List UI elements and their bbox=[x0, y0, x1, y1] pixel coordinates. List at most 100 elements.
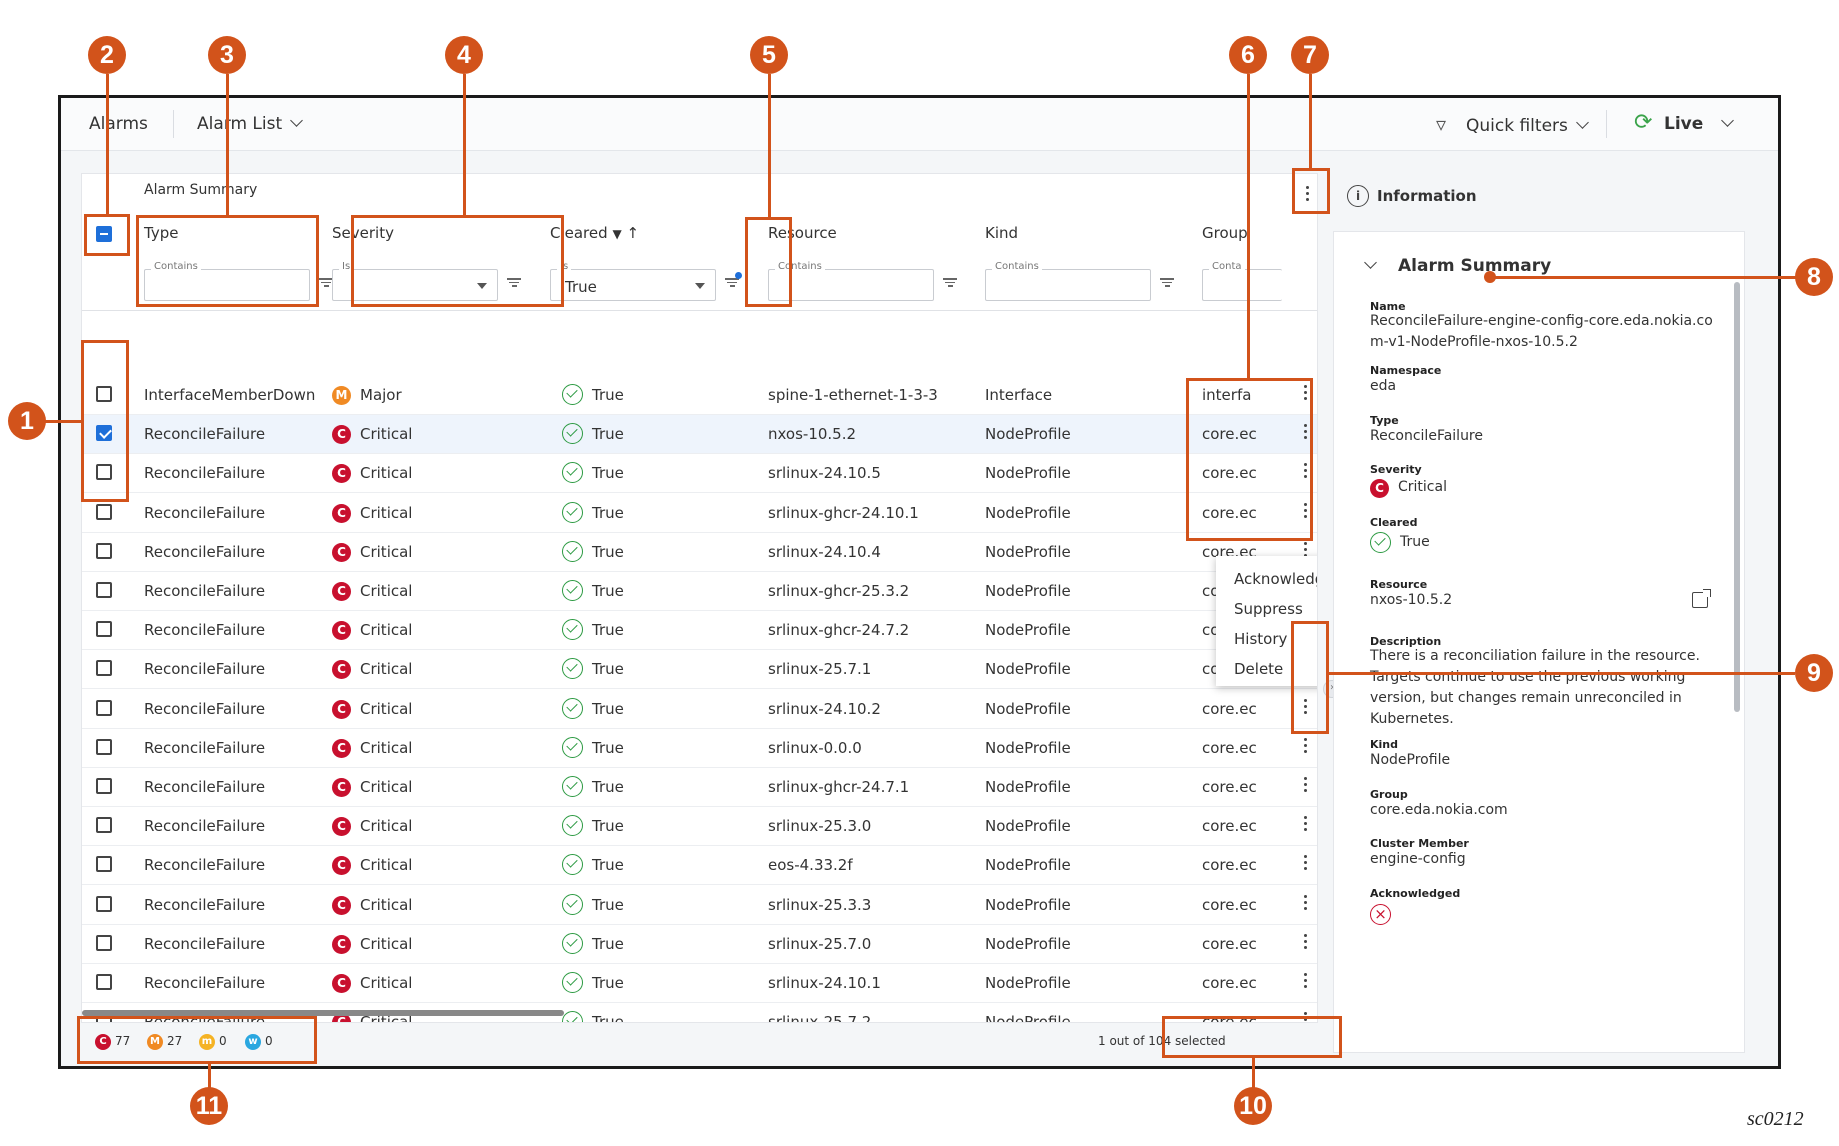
row-checkbox[interactable] bbox=[96, 542, 112, 559]
column-header-cleared[interactable]: Cleared ▼ ↑ bbox=[550, 224, 639, 242]
row-checkbox[interactable] bbox=[96, 817, 112, 834]
critical-severity-icon: C bbox=[332, 817, 351, 837]
check-circle-icon bbox=[562, 384, 583, 405]
row-actions-icon[interactable] bbox=[1304, 933, 1308, 952]
menu-item-suppress[interactable]: Suppress bbox=[1234, 600, 1303, 618]
live-toggle[interactable]: Live bbox=[1664, 114, 1704, 134]
row-actions-icon[interactable] bbox=[1304, 777, 1308, 795]
select-all-checkbox[interactable] bbox=[96, 226, 112, 242]
warning-badge-icon: w bbox=[245, 1034, 261, 1050]
table-row[interactable]: ReconcileFailure C Critical True srlinux-24.… bbox=[82, 690, 1317, 729]
cell-resource: eos-4.33.2f bbox=[768, 856, 853, 875]
row-actions-icon[interactable] bbox=[1304, 385, 1308, 403]
panel-scrollbar[interactable] bbox=[1734, 282, 1740, 712]
row-checkbox[interactable] bbox=[96, 738, 112, 755]
column-header-severity[interactable]: Severity bbox=[332, 224, 394, 242]
table-row[interactable]: ReconcileFailure C Critical True srlinux-25.… bbox=[82, 650, 1317, 690]
callout-line-9 bbox=[1329, 672, 1795, 675]
cell-resource: nxos-10.5.2 bbox=[768, 425, 857, 444]
callout-line-6 bbox=[1247, 74, 1250, 378]
view-selector[interactable]: Alarm List bbox=[197, 114, 304, 134]
horizontal-scrollbar[interactable] bbox=[82, 1010, 564, 1016]
table-row[interactable]: ReconcileFailure C Critical True srlinux-ghc… bbox=[82, 494, 1317, 533]
row-actions-icon[interactable] bbox=[1304, 855, 1308, 873]
view-selector-label: Alarm List bbox=[197, 114, 283, 134]
column-header-type[interactable]: Type bbox=[144, 224, 179, 242]
check-circle-icon bbox=[562, 697, 583, 719]
table-options-icon[interactable] bbox=[1306, 186, 1310, 204]
column-header-resource[interactable]: Resource bbox=[768, 224, 837, 242]
resource-filter-input[interactable]: Contains bbox=[768, 261, 934, 301]
table-row[interactable]: ReconcileFailure C Critical True srlinux-ghc… bbox=[82, 611, 1317, 651]
column-header-kind[interactable]: Kind bbox=[985, 224, 1019, 242]
cell-kind: NodeProfile bbox=[985, 974, 1071, 992]
row-actions-icon[interactable] bbox=[1304, 424, 1308, 442]
column-header-group[interactable]: Group bbox=[1202, 224, 1248, 242]
chevron-down-icon[interactable] bbox=[1364, 256, 1377, 269]
table-row[interactable]: ReconcileFailure C Critical True srlinux-0.0… bbox=[82, 729, 1317, 768]
cell-group: core.ec bbox=[1202, 895, 1257, 914]
critical-severity-icon: C bbox=[332, 464, 351, 484]
type-filter-input[interactable]: Contains bbox=[144, 261, 310, 301]
field-value-group: core.eda.nokia.com bbox=[1370, 802, 1508, 818]
callout-4: 4 bbox=[445, 36, 483, 74]
group-filter-input[interactable]: Conta bbox=[1202, 261, 1282, 301]
row-checkbox[interactable] bbox=[96, 621, 112, 638]
kind-filter-input[interactable]: Contains bbox=[985, 261, 1151, 301]
cell-severity: Critical bbox=[360, 895, 413, 914]
filter-icon[interactable] bbox=[319, 276, 333, 288]
row-checkbox[interactable] bbox=[96, 699, 112, 716]
table-row[interactable]: ReconcileFailure C Critical True eos-4.33.2f… bbox=[82, 846, 1317, 886]
cleared-filter-select[interactable]: Is True bbox=[550, 261, 716, 301]
row-checkbox[interactable] bbox=[96, 660, 112, 677]
row-checkbox[interactable] bbox=[96, 778, 112, 794]
row-checkbox[interactable] bbox=[96, 582, 112, 598]
filter-icon[interactable] bbox=[725, 276, 739, 288]
row-actions-icon[interactable] bbox=[1304, 816, 1308, 834]
row-actions-icon[interactable] bbox=[1304, 737, 1308, 756]
open-external-icon[interactable] bbox=[1692, 589, 1711, 608]
menu-item-acknowledge[interactable]: Acknowledge bbox=[1234, 570, 1317, 588]
menu-item-delete[interactable]: Delete bbox=[1234, 660, 1284, 678]
table-row[interactable]: ReconcileFailure C Critical True srlinux-ghc… bbox=[82, 572, 1317, 611]
table-row[interactable]: ReconcileFailure C Critical True srlinux-24.… bbox=[82, 533, 1317, 572]
row-actions-icon[interactable] bbox=[1304, 698, 1308, 717]
quick-filters-dropdown[interactable]: Quick filters bbox=[1466, 116, 1589, 136]
row-actions-icon[interactable] bbox=[1304, 894, 1308, 913]
table-row[interactable]: ReconcileFailure C Critical True srlinux-25.… bbox=[82, 807, 1317, 847]
row-actions-icon[interactable] bbox=[1304, 1012, 1308, 1022]
filter-icon[interactable] bbox=[1160, 276, 1174, 288]
table-row[interactable]: ReconcileFailure C Critical True srlinux-25.… bbox=[82, 886, 1317, 925]
cell-resource: srlinux-ghcr-24.10.1 bbox=[768, 503, 919, 522]
callout-3: 3 bbox=[208, 36, 246, 74]
table-row[interactable]: ReconcileFailure C Critical True nxos-10.5.2… bbox=[82, 415, 1317, 455]
row-actions-icon[interactable] bbox=[1304, 502, 1308, 521]
table-row[interactable]: ReconcileFailure C Critical True srlinux-24.… bbox=[82, 454, 1317, 494]
row-checkbox[interactable] bbox=[96, 856, 112, 873]
table-row[interactable]: ReconcileFailure C Critical True srlinux-25.… bbox=[82, 925, 1317, 964]
table-row[interactable]: InterfaceMemberDown M Major True spine-1-eth… bbox=[82, 376, 1317, 415]
row-checkbox[interactable] bbox=[96, 974, 112, 990]
cell-cleared: True bbox=[592, 1013, 624, 1023]
live-dropdown[interactable] bbox=[1713, 114, 1734, 134]
severity-filter-select[interactable]: Is bbox=[332, 261, 498, 301]
cell-kind: NodeProfile bbox=[985, 934, 1071, 953]
filter-icon[interactable] bbox=[507, 276, 521, 288]
cell-resource: srlinux-ghcr-24.7.1 bbox=[768, 778, 910, 796]
table-row[interactable]: ReconcileFailure C Critical True srlinux-ghc… bbox=[82, 768, 1317, 807]
row-checkbox[interactable] bbox=[96, 425, 112, 442]
row-checkbox[interactable] bbox=[96, 503, 112, 520]
breadcrumb-alarms[interactable]: Alarms bbox=[89, 114, 148, 134]
row-actions-icon[interactable] bbox=[1304, 973, 1308, 991]
row-checkbox[interactable] bbox=[96, 386, 112, 402]
filter-icon[interactable] bbox=[943, 276, 957, 288]
menu-item-history[interactable]: History bbox=[1234, 630, 1288, 648]
quick-filters-label: Quick filters bbox=[1466, 116, 1568, 136]
callout-line-10 bbox=[1252, 1058, 1255, 1090]
row-checkbox[interactable] bbox=[96, 934, 112, 951]
row-checkbox[interactable] bbox=[96, 464, 112, 481]
table-row[interactable]: ReconcileFailure C Critical True srlinux-24.… bbox=[82, 964, 1317, 1003]
row-checkbox[interactable] bbox=[96, 895, 112, 912]
row-actions-icon[interactable] bbox=[1304, 541, 1308, 560]
row-actions-icon[interactable] bbox=[1304, 463, 1308, 481]
